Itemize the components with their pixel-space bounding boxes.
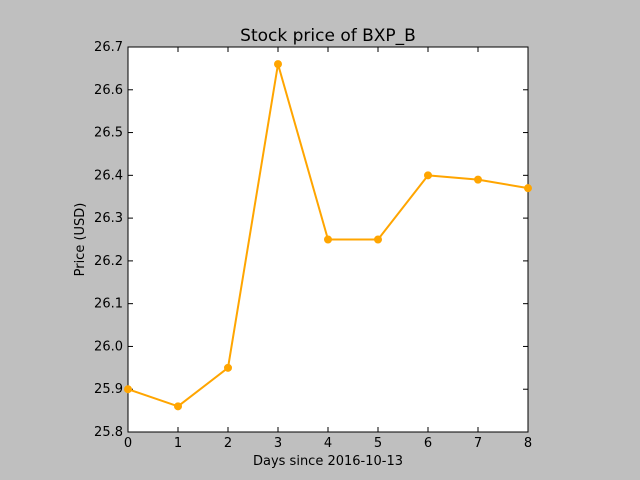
data-point: [124, 385, 132, 394]
x-tick-label: 3: [274, 436, 282, 451]
x-tick-label: 6: [424, 436, 432, 451]
chart-title: Stock price of BXP_B: [240, 26, 416, 46]
data-point: [374, 235, 382, 244]
x-axis-label: Days since 2016-10-13: [253, 454, 403, 469]
series-group: [124, 60, 532, 411]
data-point: [174, 402, 182, 411]
data-point: [224, 363, 232, 372]
y-tick-label: 26.7: [94, 40, 123, 55]
x-tick-label: 2: [224, 436, 232, 451]
y-tick-label: 26.2: [94, 254, 123, 269]
tick-labels: 0 1 2 3 4 5 6 7 8 25.8 25.9 26.0 26.1 26.2 26.3 26.4 26.…: [94, 40, 532, 451]
x-tick-label: 5: [374, 436, 382, 451]
data-point: [274, 60, 282, 69]
y-tick-label: 26.1: [94, 297, 123, 312]
data-point: [424, 171, 432, 180]
x-tick-label: 1: [174, 436, 182, 451]
y-tick-label: 25.8: [94, 425, 123, 440]
y-tick-label: 26.5: [94, 126, 123, 141]
y-tick-label: 26.3: [94, 211, 123, 226]
data-point: [524, 184, 532, 193]
x-tick-label: 0: [124, 436, 132, 451]
data-point: [324, 235, 332, 244]
y-axis-label: Price (USD): [73, 203, 88, 277]
y-tick-label: 25.9: [94, 382, 123, 397]
x-tick-label: 4: [324, 436, 332, 451]
x-tick-label: 7: [474, 436, 482, 451]
data-point: [474, 175, 482, 184]
y-tick-label: 26.0: [94, 339, 123, 354]
y-tick-label: 26.6: [94, 83, 123, 98]
y-tick-label: 26.4: [94, 168, 123, 183]
x-tick-label: 8: [524, 436, 532, 451]
